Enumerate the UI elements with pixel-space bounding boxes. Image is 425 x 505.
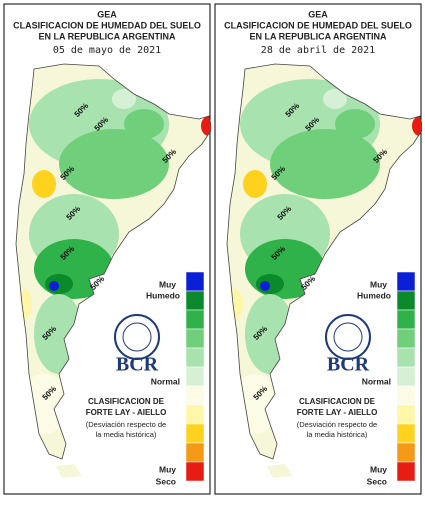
legend-swatch <box>396 366 416 387</box>
legend-swatch <box>185 328 205 349</box>
legend-label: Humedo <box>146 290 180 300</box>
logo-text: BCR <box>116 354 159 376</box>
legend-swatch <box>185 423 205 444</box>
legend-swatch <box>396 423 416 444</box>
legend-label: Muy <box>370 464 387 474</box>
legend-swatch <box>396 461 416 482</box>
legend-swatch <box>396 309 416 330</box>
method-label: FORTE LAY - AIELLO <box>86 408 167 417</box>
legend-swatch <box>396 404 416 425</box>
legend-swatch <box>396 442 416 463</box>
map-date: 05 de mayo de 2021 <box>53 45 161 56</box>
title-line: EN LA REPUBLICA ARGENTINA <box>39 31 177 41</box>
legend-label: Normal <box>362 376 391 386</box>
legend-swatch <box>185 366 205 387</box>
legend-swatch <box>396 328 416 349</box>
legend-label: Normal <box>151 376 180 386</box>
method-note: (Desviación respecto de <box>86 420 166 429</box>
legend-swatch <box>396 271 416 292</box>
legend-swatch <box>185 347 205 368</box>
legend-swatch <box>185 442 205 463</box>
legend-swatch <box>185 385 205 406</box>
method-label: FORTE LAY - AIELLO <box>297 408 378 417</box>
legend-label: Muy <box>159 464 176 474</box>
legend-label: Muy <box>159 279 176 289</box>
method-note: (Desviación respecto de <box>297 420 377 429</box>
title-line: GEA <box>308 9 328 19</box>
title-line: EN LA REPUBLICA ARGENTINA <box>250 31 388 41</box>
logo-seal-inner <box>333 322 363 352</box>
legend-swatch <box>396 347 416 368</box>
method-note: la media histórica) <box>307 430 368 439</box>
title-line: CLASIFICACION DE HUMEDAD DEL SUELO <box>13 20 201 30</box>
method-note: la media histórica) <box>96 430 157 439</box>
method-label: CLASIFICACION DE <box>299 397 376 406</box>
logo-seal <box>325 314 371 360</box>
legend-label: Humedo <box>357 290 391 300</box>
legend-swatch <box>396 290 416 311</box>
legend-swatch <box>185 309 205 330</box>
legend-swatch <box>396 385 416 406</box>
method-label: CLASIFICACION DE <box>88 397 165 406</box>
legend-label: Muy <box>370 279 387 289</box>
legend-swatch <box>185 461 205 482</box>
logo-seal-inner <box>122 322 152 352</box>
legend-swatch <box>185 271 205 292</box>
title-line: CLASIFICACION DE HUMEDAD DEL SUELO <box>224 20 412 30</box>
legend-swatch <box>185 404 205 425</box>
logo-seal <box>114 314 160 360</box>
logo-text: BCR <box>327 354 370 376</box>
legend-swatch <box>185 290 205 311</box>
map-date: 28 de abril de 2021 <box>261 45 375 56</box>
title-line: GEA <box>97 9 117 19</box>
legend-label: Seco <box>367 476 387 486</box>
legend-label: Seco <box>156 476 176 486</box>
